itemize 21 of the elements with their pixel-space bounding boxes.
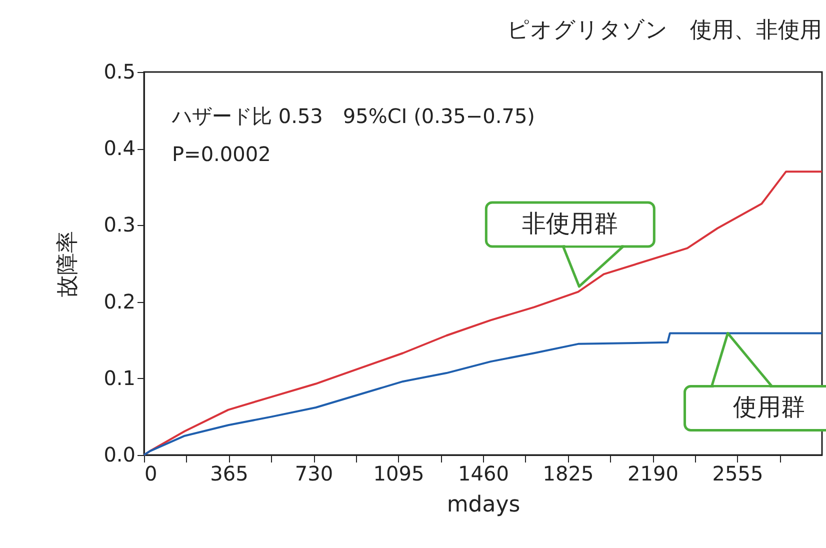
annotation: 使用群 (732, 393, 805, 422)
x-tick-label: 1095 (373, 462, 424, 486)
y-tick-label: 0.4 (104, 136, 136, 160)
annotation: P=0.0002 (172, 142, 271, 166)
x-tick-label: 1460 (458, 462, 509, 486)
y-tick-label: 0.5 (104, 60, 136, 84)
y-tick-label: 0.0 (104, 442, 136, 466)
x-axis-title: mdays (446, 492, 520, 518)
x-tick-label: 730 (294, 462, 334, 486)
x-tick-label: 1825 (542, 462, 594, 486)
y-tick-label: 0.1 (104, 366, 136, 390)
chart-title: ピオグリタゾン 使用、非使用 (507, 18, 822, 43)
y-axis-title: 故障率 (56, 231, 81, 297)
x-tick-label: 2190 (628, 462, 678, 486)
y-tick-label: 0.3 (104, 212, 136, 237)
x-tick-label: 365 (210, 462, 248, 486)
y-tick-label: 0.2 (104, 289, 136, 314)
x-tick-label: 2555 (712, 462, 764, 486)
x-tick-label: 0 (144, 462, 158, 486)
annotation: ハザード比 0.53 95%CI (0.35−0.75) (171, 104, 535, 128)
annotation: 非使用群 (522, 209, 618, 238)
